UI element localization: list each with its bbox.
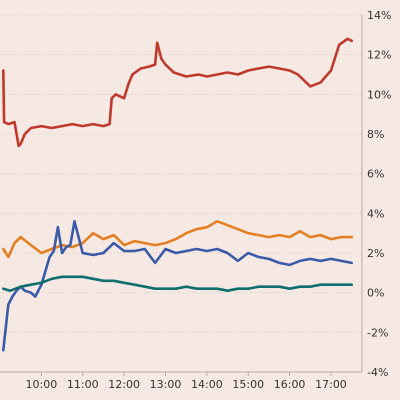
series-line-3 xyxy=(1,220,354,352)
x-tick-label: 17:00 xyxy=(315,378,347,391)
series-line-1 xyxy=(1,37,354,148)
y-tick-label: 6% xyxy=(367,168,384,181)
y-tick-label: 14% xyxy=(367,9,391,22)
y-tick-label: 12% xyxy=(367,49,391,62)
y-tick-label: 2% xyxy=(367,247,384,260)
y-tick-label: 10% xyxy=(367,88,391,101)
y-tick-label: -2% xyxy=(367,326,388,339)
series-line-4 xyxy=(1,275,354,293)
y-tick-label: 8% xyxy=(367,128,384,141)
x-tick-label: 10:00 xyxy=(26,378,58,391)
y-tick-label: 0% xyxy=(367,287,384,300)
y-tick-label: -4% xyxy=(367,366,388,379)
y-tick-label: 4% xyxy=(367,207,384,220)
x-tick-label: 16:00 xyxy=(274,378,306,391)
series-lines xyxy=(1,37,354,352)
x-tick-label: 11:00 xyxy=(67,378,99,391)
x-tick-label: 14:00 xyxy=(191,378,223,391)
tick-labels: -4% -2% 0% 2% 4% 6% 8% 10% 12% 14% 10:00 11:00 12:00… xyxy=(26,9,392,391)
axes xyxy=(0,15,363,376)
x-tick-label: 13:00 xyxy=(150,378,182,391)
x-tick-label: 15:00 xyxy=(232,378,264,391)
x-tick-label: 12:00 xyxy=(108,378,140,391)
series-line-2 xyxy=(1,220,354,259)
